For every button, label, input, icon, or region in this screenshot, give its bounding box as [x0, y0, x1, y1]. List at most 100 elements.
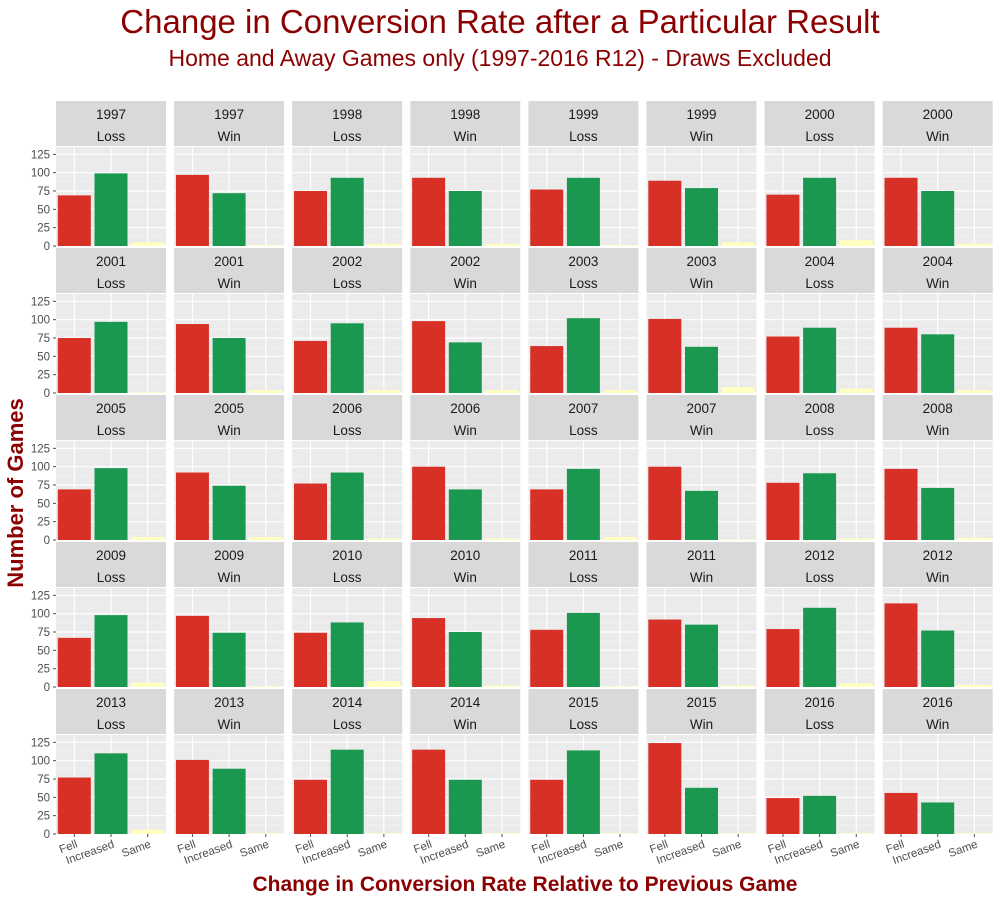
facet-result-label: Loss	[569, 129, 598, 144]
bar-same	[367, 833, 401, 834]
facet-result-label: Win	[217, 129, 240, 144]
facet-strip	[764, 689, 875, 734]
x-tick-label: Fell	[294, 839, 316, 857]
facet-strip	[174, 689, 285, 734]
bar-same	[367, 538, 401, 540]
bar-increased	[685, 346, 718, 393]
bar-fell	[412, 321, 446, 393]
facet-panel: 2001 Loss 0 25 50 75 100 125	[31, 248, 166, 400]
facet-year-label: 2011	[687, 548, 716, 563]
bar-fell	[648, 466, 682, 540]
y-tick-label: 100	[31, 462, 50, 474]
facet-year-label: 2002	[450, 254, 480, 269]
bar-increased	[685, 624, 718, 687]
bar-same	[603, 245, 637, 246]
y-tick-label: 75	[37, 186, 50, 198]
facet-strip	[646, 101, 757, 146]
y-tick-label: 0	[44, 829, 50, 841]
x-tick-label: Same	[475, 839, 507, 861]
facet-panel: 1997 Win	[174, 101, 285, 247]
facet-strip	[764, 542, 875, 587]
bar-increased	[212, 193, 246, 246]
bar-same	[603, 833, 637, 834]
y-tick-label: 50	[37, 498, 50, 510]
facet-year-label: 2009	[214, 548, 244, 563]
facet-result-label: Win	[690, 129, 713, 144]
bar-same	[603, 537, 637, 540]
bar-same	[485, 685, 519, 687]
bar-increased	[921, 487, 955, 540]
bar-fell	[57, 195, 91, 246]
chart-subtitle: Home and Away Games only (1997-2016 R12)…	[168, 45, 832, 71]
bar-fell	[412, 177, 446, 246]
bar-same	[721, 685, 755, 687]
facet-year-label: 2007	[686, 401, 716, 416]
facet-panel: 2000 Win	[882, 101, 993, 247]
facet-year-label: 2001	[214, 254, 244, 269]
bar-increased	[566, 177, 600, 246]
facet-year-label: 2012	[805, 548, 835, 563]
facet-year-label: 2009	[96, 548, 126, 563]
facet-panel: 2005 Win	[174, 395, 285, 541]
y-tick-label: 125	[31, 590, 50, 602]
bar-same	[367, 243, 401, 246]
bar-increased	[448, 342, 482, 393]
facet-year-label: 1997	[214, 107, 244, 122]
facet-strip	[292, 248, 403, 293]
y-tick-label: 125	[31, 443, 50, 455]
y-tick-label: 25	[37, 517, 50, 529]
y-tick-label: 50	[37, 204, 50, 216]
facet-year-label: 1997	[96, 107, 126, 122]
facet-year-label: 2000	[805, 107, 835, 122]
facet-strip	[528, 542, 639, 587]
facet-result-label: Win	[926, 570, 949, 585]
facet-result-label: Loss	[569, 570, 598, 585]
facet-panel: 1997 Loss 0 25 50 75 100 125	[31, 101, 166, 253]
bar-fell	[766, 629, 800, 687]
facet-year-label: 1998	[450, 107, 480, 122]
bar-same	[367, 681, 401, 687]
x-axis-label: Change in Conversion Rate Relative to Pr…	[252, 873, 798, 896]
facet-year-label: 2006	[450, 401, 480, 416]
facet-strip	[292, 689, 403, 734]
facet-panel: 2010 Win	[410, 542, 521, 688]
facet-panel: 2002 Loss	[292, 248, 403, 394]
facet-result-label: Win	[690, 276, 713, 291]
bar-same	[131, 682, 165, 687]
facet-year-label: 2011	[569, 548, 598, 563]
bar-same	[249, 537, 283, 540]
facet-strip	[528, 395, 639, 440]
bar-same	[603, 686, 637, 687]
bar-increased	[803, 177, 837, 246]
bar-fell	[294, 340, 328, 393]
bar-fell	[294, 632, 328, 687]
bar-fell	[57, 489, 91, 540]
bar-same	[603, 390, 637, 393]
facet-strip	[174, 395, 285, 440]
bar-same	[249, 390, 283, 393]
bar-fell	[57, 338, 91, 393]
bar-same	[131, 242, 165, 246]
bar-increased	[803, 473, 837, 540]
x-tick-label: Fell	[648, 839, 670, 857]
facet-panel: 2000 Loss	[764, 101, 875, 247]
bar-same	[721, 387, 755, 393]
facet-year-label: 2005	[214, 401, 244, 416]
bar-increased	[685, 787, 718, 834]
bar-fell	[884, 327, 918, 393]
bar-same	[249, 686, 283, 687]
facet-result-label: Loss	[97, 717, 126, 732]
facet-year-label: 2005	[96, 401, 126, 416]
facet-result-label: Loss	[569, 276, 598, 291]
facet-panel: 2012 Loss	[764, 542, 875, 688]
facet-strip	[646, 395, 757, 440]
chart-title: Change in Conversion Rate after a Partic…	[120, 3, 880, 40]
facet-year-label: 2016	[923, 695, 953, 710]
bar-fell	[530, 489, 564, 540]
facet-strip	[410, 689, 521, 734]
bar-same	[485, 390, 519, 393]
bar-increased	[921, 630, 955, 687]
